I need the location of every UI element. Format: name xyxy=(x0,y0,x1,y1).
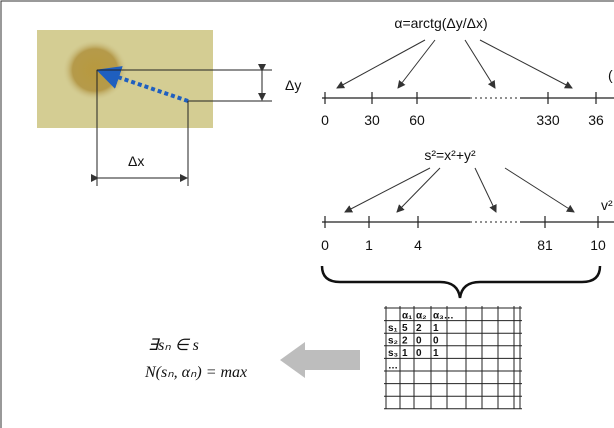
table-cell: 5 xyxy=(402,323,408,334)
tick: 1 xyxy=(365,237,373,253)
table-cell: 1 xyxy=(402,348,408,359)
radius-axis xyxy=(322,216,614,228)
angle-arrows xyxy=(336,39,573,89)
axis-end: ( xyxy=(608,67,613,83)
measure-lines xyxy=(91,64,272,186)
vector xyxy=(96,66,189,103)
dy-label: Δy xyxy=(285,77,301,93)
tick: 81 xyxy=(537,237,553,253)
dx-label: Δx xyxy=(128,153,144,169)
table-header: α₁ xyxy=(402,310,412,321)
table-cell: 1 xyxy=(433,323,439,334)
tick: 330 xyxy=(536,112,560,128)
tick: 0 xyxy=(321,237,329,253)
table-cell: s₁ xyxy=(388,323,398,334)
table-more: … xyxy=(388,361,398,372)
table-cell: s₂ xyxy=(388,336,398,347)
radius-formula: s²=x²+y² xyxy=(424,147,476,163)
tick: 30 xyxy=(364,112,380,128)
radius-arrows xyxy=(344,167,575,213)
tick: 36 xyxy=(588,112,604,128)
result-line2: N(sₙ, αₙ) = max xyxy=(144,364,247,381)
table-cell: 0 xyxy=(433,336,439,347)
table-cell: s₃ xyxy=(388,348,399,359)
big-arrow xyxy=(280,342,360,378)
tick: 60 xyxy=(409,112,425,128)
tick: 4 xyxy=(414,237,422,253)
table-cell: 0 xyxy=(416,348,422,359)
table-grid xyxy=(384,306,522,410)
tick: 0 xyxy=(321,112,329,128)
tick: 10 xyxy=(590,237,606,253)
table: α₁ α₂ α₃…s₁ 5 2 1s₂ 2 0 0s₃ 1 0 1… xyxy=(388,310,454,371)
result-line1: ∃sₙ ∈ s xyxy=(148,337,199,354)
table-cell: 0 xyxy=(416,336,422,347)
axis-end: v² xyxy=(601,197,613,213)
angle-formula: α=arctg(Δy/Δx) xyxy=(394,15,487,31)
table-cell: 2 xyxy=(416,323,422,334)
table-header: α₃… xyxy=(433,310,454,321)
table-cell: 2 xyxy=(402,336,408,347)
table-header: α₂ xyxy=(416,310,427,321)
brace xyxy=(320,265,602,299)
angle-axis xyxy=(322,92,614,104)
table-cell: 1 xyxy=(433,348,439,359)
